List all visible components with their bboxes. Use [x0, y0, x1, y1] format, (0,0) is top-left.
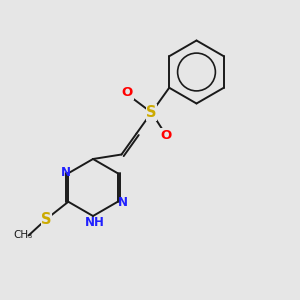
Text: N: N: [118, 196, 128, 209]
Text: N: N: [61, 166, 71, 179]
Text: S: S: [146, 105, 157, 120]
Text: O: O: [122, 86, 133, 99]
Text: O: O: [160, 129, 171, 142]
Text: NH: NH: [85, 216, 104, 229]
Text: S: S: [41, 212, 52, 226]
Text: CH₃: CH₃: [14, 230, 33, 240]
